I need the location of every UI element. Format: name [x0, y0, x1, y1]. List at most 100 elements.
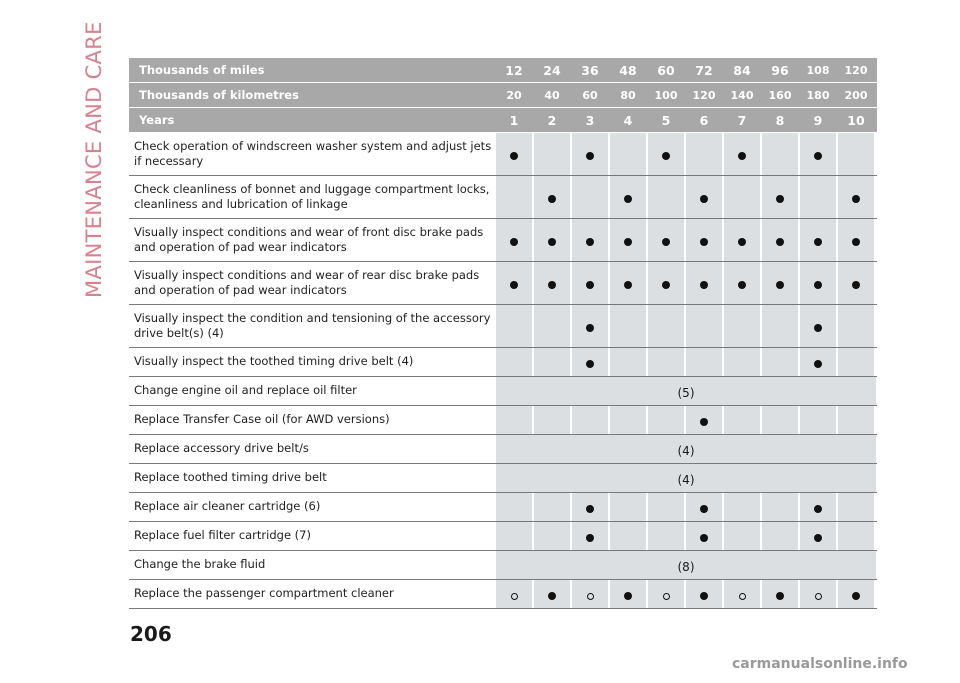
- schedule-cell: [610, 580, 646, 608]
- header-value: 72: [695, 62, 713, 78]
- table-row: Change engine oil and replace oil filter…: [129, 377, 877, 406]
- table-row: Replace toothed timing drive belt (4): [129, 464, 877, 493]
- table-body: Check operation of windscreen washer sys…: [129, 133, 877, 609]
- schedule-cell: [572, 133, 608, 175]
- schedule-cell: [838, 348, 874, 376]
- filled-dot-icon: [510, 152, 518, 160]
- schedule-cell: [572, 262, 608, 304]
- filled-dot-icon: [586, 324, 594, 332]
- header-value: 108: [806, 63, 830, 77]
- schedule-cell: [496, 522, 532, 550]
- hollow-circle-icon: [510, 592, 518, 600]
- filled-dot-icon: [548, 238, 556, 246]
- schedule-cell: [610, 262, 646, 304]
- filled-dot-icon: [548, 195, 556, 203]
- schedule-cell: [686, 176, 722, 218]
- schedule-cell: [838, 219, 874, 261]
- schedule-cell: [534, 522, 570, 550]
- schedule-cell: [800, 133, 836, 175]
- header-value: 84: [733, 62, 751, 78]
- header-value: 3: [585, 112, 595, 128]
- header-value: 140: [730, 88, 754, 102]
- schedule-cell: [496, 176, 532, 218]
- filled-dot-icon: [814, 534, 822, 542]
- schedule-cell: [686, 406, 722, 434]
- header-value: 60: [657, 62, 675, 78]
- schedule-cell: [572, 219, 608, 261]
- operation-label: Replace the passenger compartment cleane…: [134, 586, 394, 600]
- operation-label: Check operation of windscreen washer sys…: [134, 139, 492, 168]
- schedule-cell: [648, 305, 684, 347]
- filled-dot-icon: [510, 281, 518, 289]
- header-value: 2: [547, 112, 557, 128]
- hollow-circle-icon: [814, 592, 822, 600]
- schedule-cell: [838, 493, 874, 521]
- schedule-cell: [648, 580, 684, 608]
- filled-dot-icon: [738, 152, 746, 160]
- filled-dot-icon: [586, 360, 594, 368]
- operation-label: Visually inspect the condition and tensi…: [134, 311, 491, 340]
- schedule-cell: [610, 493, 646, 521]
- filled-dot-icon: [814, 505, 822, 513]
- schedule-cell: [572, 348, 608, 376]
- schedule-cell: [572, 580, 608, 608]
- header-value: 4: [623, 112, 633, 128]
- header-value: 5: [661, 112, 671, 128]
- filled-dot-icon: [852, 592, 860, 600]
- schedule-cell: [572, 493, 608, 521]
- schedule-cell: [648, 406, 684, 434]
- filled-dot-icon: [738, 238, 746, 246]
- schedule-cell: [648, 219, 684, 261]
- schedule-cell: [838, 406, 874, 434]
- header-value: 80: [620, 88, 636, 102]
- header-value: 96: [771, 62, 789, 78]
- filled-dot-icon: [852, 195, 860, 203]
- table-row: Visually inspect conditions and wear of …: [129, 219, 877, 262]
- table-row: Change the brake fluid (8): [129, 551, 877, 580]
- note-reference: (4): [496, 435, 876, 463]
- schedule-cell: [724, 176, 760, 218]
- header-value: 180: [806, 88, 830, 102]
- schedule-cell: [724, 580, 760, 608]
- filled-dot-icon: [586, 152, 594, 160]
- operation-label: Replace toothed timing drive belt: [134, 470, 327, 484]
- schedule-cell: [838, 522, 874, 550]
- schedule-cell: [800, 305, 836, 347]
- schedule-cell: [572, 522, 608, 550]
- schedule-cell: [496, 219, 532, 261]
- header-value: 120: [692, 88, 716, 102]
- header-value: 12: [505, 62, 523, 78]
- page-number: 206: [130, 622, 172, 646]
- header-label: Thousands of miles: [139, 63, 265, 77]
- operation-label: Replace air cleaner cartridge (6): [134, 499, 321, 513]
- table-row: Replace the passenger compartment cleane…: [129, 580, 877, 609]
- schedule-cell: [762, 348, 798, 376]
- schedule-cell: [800, 493, 836, 521]
- schedule-cell: [838, 580, 874, 608]
- schedule-cell: [534, 348, 570, 376]
- hollow-circle-icon: [738, 592, 746, 600]
- header-value: 60: [582, 88, 598, 102]
- schedule-cell: [686, 522, 722, 550]
- schedule-cell: [648, 522, 684, 550]
- filled-dot-icon: [662, 238, 670, 246]
- header-row: Thousands of kilometres 20 40 60 80 100 120 140…: [129, 83, 877, 108]
- header-value: 1: [509, 112, 519, 128]
- schedule-cell: [496, 133, 532, 175]
- schedule-cell: [610, 406, 646, 434]
- schedule-cell: [572, 176, 608, 218]
- filled-dot-icon: [776, 592, 784, 600]
- filled-dot-icon: [776, 195, 784, 203]
- schedule-cell: [496, 493, 532, 521]
- filled-dot-icon: [852, 238, 860, 246]
- table-row: Visually inspect the condition and tensi…: [129, 305, 877, 348]
- schedule-cell: [724, 219, 760, 261]
- header-label: Years: [139, 113, 175, 127]
- schedule-cell: [762, 493, 798, 521]
- schedule-cell: [534, 493, 570, 521]
- schedule-cell: [610, 133, 646, 175]
- schedule-cell: [800, 406, 836, 434]
- filled-dot-icon: [624, 281, 632, 289]
- filled-dot-icon: [510, 238, 518, 246]
- header-value: 10: [847, 112, 865, 128]
